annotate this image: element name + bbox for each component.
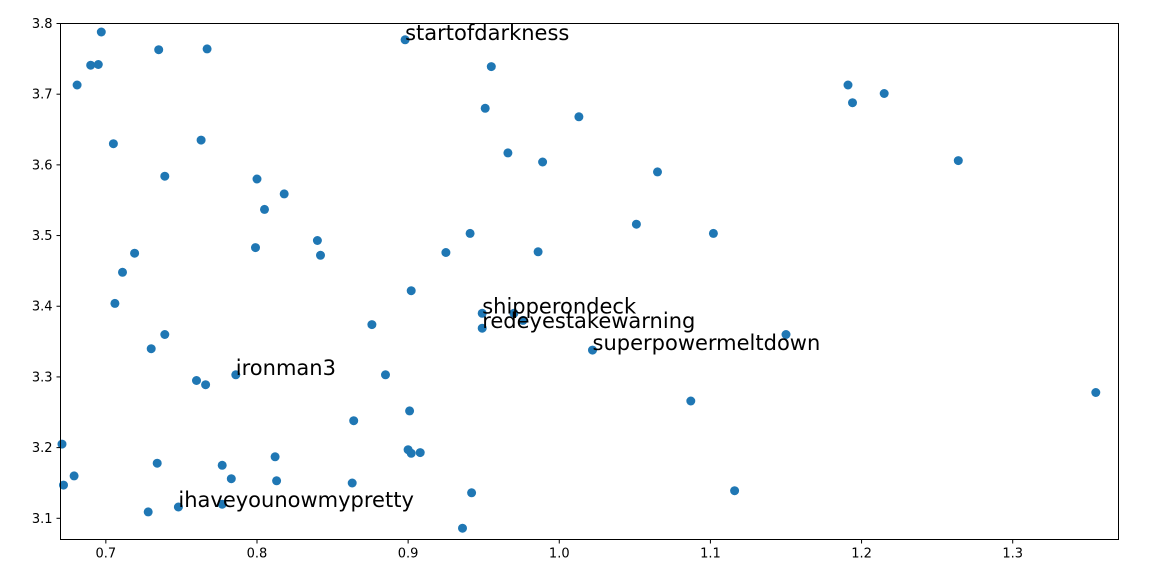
scatter-point xyxy=(160,171,170,181)
scatter-point xyxy=(879,89,889,98)
scatter-point xyxy=(518,315,528,325)
scatter-point xyxy=(108,139,118,149)
scatter-point xyxy=(686,396,696,406)
y-tick-label: 3.7 xyxy=(32,88,53,103)
scatter-point xyxy=(843,80,853,90)
y-tick-label: 3.1 xyxy=(32,512,53,527)
scatter-point xyxy=(708,228,718,238)
scatter-point xyxy=(509,308,519,318)
scatter-point xyxy=(59,480,68,490)
y-tick-label: 3.2 xyxy=(32,441,53,456)
scatter-point xyxy=(260,204,269,214)
scatter-point xyxy=(467,488,477,498)
scatter-point xyxy=(574,112,584,122)
scatter-point xyxy=(730,486,740,496)
y-tick-label: 3.3 xyxy=(32,370,53,385)
scatter-point xyxy=(152,458,162,468)
scatter-point xyxy=(848,98,857,108)
x-tick-label: 0.9 xyxy=(398,547,419,562)
scatter-point xyxy=(231,370,241,380)
scatter-point xyxy=(477,308,487,318)
scatter-point xyxy=(312,236,322,245)
y-tick-label: 3.8 xyxy=(32,17,53,32)
scatter-point xyxy=(533,247,543,257)
scatter-point xyxy=(477,323,487,333)
point-annotation: shipperondeck xyxy=(482,294,637,318)
scatter-point xyxy=(57,439,67,449)
scatter-point xyxy=(631,219,641,229)
point-annotation: startofdarkness xyxy=(405,21,569,45)
scatter-point xyxy=(953,156,963,166)
scatter-point xyxy=(118,267,127,277)
annotations-layer: startofdarkness shipperondeckredeyestakew… xyxy=(178,21,820,512)
scatter-point xyxy=(226,474,236,484)
x-tick-label: 0.7 xyxy=(95,547,116,562)
x-axis: 0.7 0.8 0.9 1.0 1.1 1.2 1.3 xyxy=(95,539,1023,562)
scatter-point xyxy=(69,471,79,481)
scatter-point xyxy=(405,406,415,416)
scatter-point xyxy=(217,499,227,509)
x-tick-label: 1.2 xyxy=(851,547,872,562)
y-tick-label: 3.4 xyxy=(32,300,53,315)
scatter-point xyxy=(130,248,140,258)
y-tick-label: 3.5 xyxy=(32,229,53,244)
x-tick-label: 1.0 xyxy=(549,547,570,562)
scatter-point xyxy=(93,60,103,69)
scatter-point xyxy=(279,189,289,199)
scatter-point xyxy=(503,148,513,158)
scatter-point xyxy=(349,416,359,426)
scatter-point xyxy=(272,476,282,486)
scatter-point xyxy=(406,448,416,458)
plot-frame xyxy=(60,23,1119,540)
scatter-point xyxy=(367,320,377,330)
scatter-point xyxy=(160,330,170,339)
scatter-point xyxy=(653,167,662,177)
scatter-point xyxy=(72,80,82,90)
scatter-point xyxy=(192,376,201,385)
scatter-point xyxy=(251,243,260,253)
scatter-point xyxy=(441,248,451,257)
scatter-point xyxy=(465,228,475,238)
scatter-point xyxy=(143,507,153,517)
scatter-point xyxy=(316,250,325,260)
scatter-point xyxy=(202,44,212,54)
scatter-point xyxy=(381,370,390,380)
scatter-point xyxy=(146,344,156,354)
scatter-point xyxy=(196,135,206,145)
scatter-point xyxy=(458,523,467,533)
x-tick-label: 1.1 xyxy=(700,547,721,562)
scatter-point xyxy=(86,60,96,70)
scatter-point xyxy=(347,478,357,488)
scatter-point xyxy=(154,45,164,55)
scatter-point xyxy=(217,460,227,470)
point-annotation: ironman3 xyxy=(236,356,336,380)
x-tick-label: 0.8 xyxy=(247,547,268,562)
scatter-point xyxy=(201,380,211,390)
scatter-point xyxy=(96,27,106,37)
scatter-point xyxy=(173,502,183,512)
scatter-point xyxy=(480,103,490,113)
point-annotation: redeyestakewarning xyxy=(482,309,695,333)
point-annotation: ihaveyounowmypretty xyxy=(178,488,413,512)
points-layer xyxy=(57,27,1101,533)
scatter-point xyxy=(400,35,410,45)
scatter-point xyxy=(270,452,280,462)
scatter-point xyxy=(781,330,791,339)
scatter-point xyxy=(415,448,425,458)
scatter-point xyxy=(110,298,120,308)
scatter-point xyxy=(486,62,496,72)
scatter-point xyxy=(252,174,262,184)
scatter-point xyxy=(406,286,416,296)
point-annotation: superpowermeltdown xyxy=(593,331,821,355)
scatter-point xyxy=(1091,388,1101,397)
scatter-point xyxy=(588,345,597,355)
y-tick-label: 3.6 xyxy=(32,158,53,173)
y-axis: 3.1 3.2 3.3 3.4 3.5 3.6 3.7 3.8 xyxy=(32,17,61,527)
scatter-point xyxy=(538,157,548,167)
x-tick-label: 1.3 xyxy=(1002,547,1023,562)
